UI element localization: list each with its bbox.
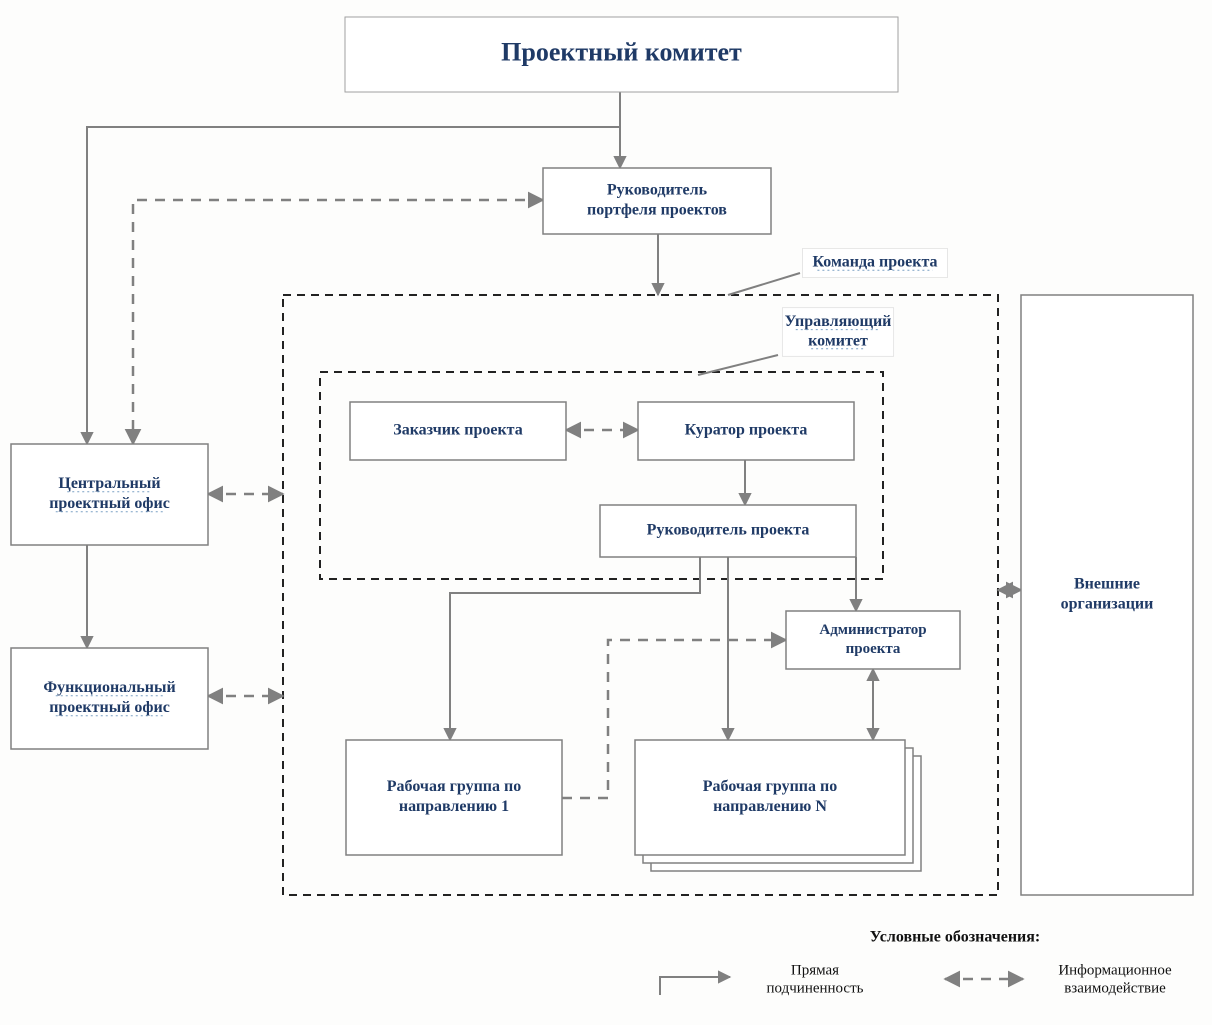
svg-text:организации: организации — [1061, 596, 1154, 613]
node-project_committee: Проектный комитет — [345, 17, 898, 92]
svg-text:Руководитель проекта: Руководитель проекта — [647, 522, 810, 539]
svg-text:Заказчик проекта: Заказчик проекта — [393, 422, 522, 439]
svg-text:Куратор проекта: Куратор проекта — [685, 422, 808, 439]
node-wgN: Рабочая группа по направлению N — [635, 740, 921, 871]
node-wg1: Рабочая группа по направлению 1 — [346, 740, 562, 855]
svg-text:комитет: комитет — [808, 332, 868, 349]
svg-text:Рабочая группа по: Рабочая группа по — [387, 778, 521, 795]
svg-text:Руководитель: Руководитель — [607, 182, 708, 199]
node-central_office: Центральный проектный офис — [11, 444, 208, 545]
svg-text:Рабочая группа по: Рабочая группа по — [703, 778, 837, 795]
svg-text:Управляющий: Управляющий — [785, 313, 892, 330]
legend-solid-label: подчиненность — [767, 980, 864, 996]
node-portfolio_manager: Руководитель портфеля проектов — [543, 168, 771, 234]
node-external: Внешние организации — [1021, 295, 1193, 895]
legend-title: Условные обозначения: — [870, 929, 1041, 946]
legend-solid-label: Прямая — [791, 962, 839, 978]
legend-dashed-label: Информационное — [1058, 962, 1172, 978]
node-project_manager: Руководитель проекта — [600, 505, 856, 557]
svg-text:проектный офис: проектный офис — [49, 495, 170, 512]
svg-text:Администратор: Администратор — [819, 622, 926, 638]
svg-text:Команда проекта: Команда проекта — [812, 254, 937, 271]
svg-text:Центральный: Центральный — [58, 475, 160, 492]
node-curator: Куратор проекта — [638, 402, 854, 460]
legend-dashed-label: взаимодействие — [1064, 980, 1166, 996]
org-diagram: Команда проекта Управляющий комитет Проектн… — [0, 0, 1212, 1025]
node-customer: Заказчик проекта — [350, 402, 566, 460]
svg-text:направлению 1: направлению 1 — [399, 798, 509, 815]
node-admin: Администратор проекта — [786, 611, 960, 669]
svg-text:портфеля проектов: портфеля проектов — [587, 202, 727, 219]
svg-text:проекта: проекта — [846, 641, 901, 657]
svg-text:направлению N: направлению N — [713, 798, 827, 815]
svg-text:Проектный комитет: Проектный комитет — [501, 37, 742, 66]
svg-text:проектный офис: проектный офис — [49, 699, 170, 716]
svg-text:Функциональный: Функциональный — [43, 679, 175, 696]
node-functional_office: Функциональный проектный офис — [11, 648, 208, 749]
svg-text:Внешние: Внешние — [1074, 576, 1140, 593]
